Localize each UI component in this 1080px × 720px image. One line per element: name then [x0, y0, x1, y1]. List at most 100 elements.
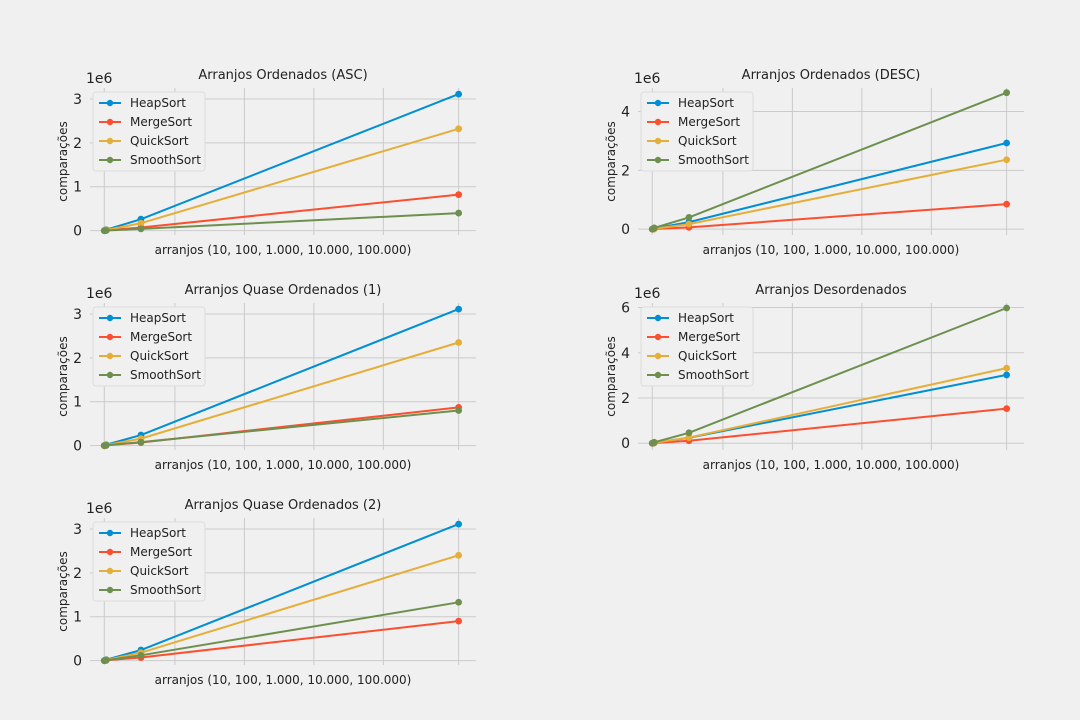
y-tick-label: 6 [621, 301, 630, 317]
data-point [455, 191, 463, 199]
data-point [685, 213, 693, 221]
series-smoothsort [100, 407, 463, 450]
legend-marker [654, 156, 662, 164]
legend-marker [106, 352, 114, 360]
legend-label: QuickSort [678, 134, 737, 148]
data-point [650, 224, 658, 232]
legend-label: QuickSort [678, 349, 737, 363]
legend-marker [106, 333, 114, 341]
data-point [455, 90, 463, 98]
x-axis-label: arranjos (10, 100, 1.000, 10.000, 100.00… [703, 243, 960, 257]
series-smoothsort [648, 89, 1011, 233]
legend-label: MergeSort [130, 330, 192, 344]
legend-marker [106, 314, 114, 322]
legend-marker [654, 333, 662, 341]
data-point [455, 551, 463, 559]
data-point [137, 225, 145, 233]
data-point [455, 617, 463, 625]
x-axis-label: arranjos (10, 100, 1.000, 10.000, 100.00… [155, 243, 412, 257]
data-point [455, 339, 463, 346]
legend-label: HeapSort [678, 96, 734, 110]
legend-label: MergeSort [678, 115, 740, 129]
y-tick-label: 3 [73, 92, 82, 108]
y-tick-label: 1 [73, 610, 82, 626]
legend-label: QuickSort [130, 134, 189, 148]
legend-marker [654, 352, 662, 360]
y-tick-label: 0 [621, 436, 630, 452]
data-point [1003, 200, 1011, 208]
series-smoothsort [100, 209, 463, 235]
x-axis-label: arranjos (10, 100, 1.000, 10.000, 100.00… [155, 673, 412, 687]
data-point [455, 305, 463, 313]
series-smoothsort [100, 598, 463, 665]
legend-box [92, 521, 206, 602]
legend-marker [106, 156, 114, 164]
y-tick-label: 2 [73, 351, 82, 367]
chart-title: Arranjos Quase Ordenados (1) [185, 283, 382, 298]
data-point [455, 520, 463, 528]
y-tick-label: 0 [621, 222, 630, 238]
legend-label: SmoothSort [678, 368, 749, 382]
data-point [455, 407, 463, 414]
data-point [1003, 139, 1011, 147]
data-point [1003, 364, 1011, 372]
chart-title: Arranjos Quase Ordenados (2) [185, 498, 382, 513]
data-point [1003, 89, 1011, 97]
legend-label: SmoothSort [130, 153, 201, 167]
y-tick-label: 1 [73, 180, 82, 196]
data-point [102, 656, 110, 664]
legend-marker [106, 371, 114, 379]
chart-panel-2: 0 2 4 1e6 Arranjos Ordenados (DESC) arranjos … [604, 68, 1024, 257]
legend-label: HeapSort [130, 96, 186, 110]
legend-marker [106, 586, 114, 594]
series-smoothsort [648, 304, 1011, 447]
legend-marker [654, 371, 662, 379]
legend: HeapSort MergeSort QuickSort SmoothSort [92, 521, 206, 602]
legend-label: MergeSort [678, 330, 740, 344]
y-tick-label: 0 [73, 224, 82, 240]
legend-label: QuickSort [130, 564, 189, 578]
y-tick-label: 2 [73, 566, 82, 582]
y-axis-label: comparações [56, 551, 70, 631]
data-point [1003, 156, 1011, 164]
data-point [1003, 405, 1011, 413]
data-point [1003, 371, 1011, 379]
legend: HeapSort MergeSort QuickSort SmoothSort [92, 306, 206, 387]
legend-label: HeapSort [678, 311, 734, 325]
y-axis-label: comparações [604, 336, 618, 416]
legend-label: HeapSort [130, 526, 186, 540]
legend-marker [106, 99, 114, 107]
x-axis-label: arranjos (10, 100, 1.000, 10.000, 100.00… [703, 458, 960, 472]
data-point [455, 598, 463, 606]
y-tick-label: 2 [621, 391, 630, 407]
legend-marker [106, 548, 114, 556]
y-axis-label: comparações [56, 336, 70, 416]
legend-marker [106, 567, 114, 575]
y-axis-label: comparações [604, 121, 618, 201]
legend-marker [654, 118, 662, 126]
legend-marker [106, 529, 114, 537]
legend-box [92, 91, 206, 172]
y-offset-label: 1e6 [86, 501, 113, 517]
legend: HeapSort MergeSort QuickSort SmoothSort [640, 306, 754, 387]
legend-label: SmoothSort [678, 153, 749, 167]
legend-label: SmoothSort [130, 583, 201, 597]
y-tick-label: 3 [73, 522, 82, 538]
legend-label: MergeSort [130, 545, 192, 559]
y-offset-label: 1e6 [634, 71, 661, 87]
legend-label: MergeSort [130, 115, 192, 129]
legend-marker [106, 118, 114, 126]
x-axis-label: arranjos (10, 100, 1.000, 10.000, 100.00… [155, 458, 412, 472]
chart-title: Arranjos Ordenados (DESC) [742, 68, 921, 83]
legend-label: SmoothSort [130, 368, 201, 382]
chart-title: Arranjos Desordenados [755, 283, 907, 298]
y-tick-label: 1 [73, 395, 82, 411]
legend-marker [106, 137, 114, 145]
legend: HeapSort MergeSort QuickSort SmoothSort [92, 91, 206, 172]
data-point [137, 219, 145, 227]
data-point [455, 209, 463, 217]
y-tick-label: 0 [73, 654, 82, 670]
